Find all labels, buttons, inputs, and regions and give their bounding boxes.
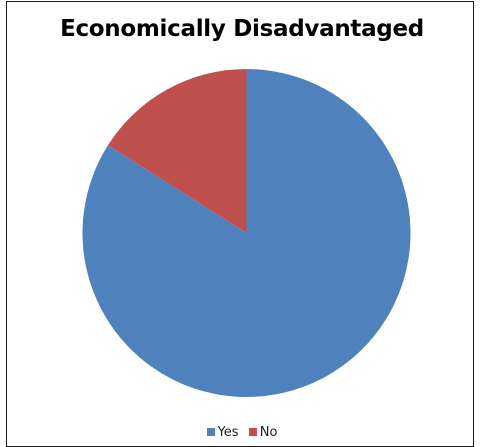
legend-swatch-no (248, 428, 257, 436)
pie-slice-yes (82, 69, 411, 397)
chart-title: Economically Disadvantaged (60, 16, 424, 42)
legend-swatch-yes (206, 428, 215, 436)
pie-slice-no (108, 69, 247, 233)
chart-legend: Yes No (0, 425, 484, 440)
legend-item-yes: Yes (206, 425, 239, 440)
legend-label-no: No (259, 425, 278, 440)
legend-label-yes: Yes (217, 425, 239, 440)
legend-item-no: No (248, 425, 278, 440)
